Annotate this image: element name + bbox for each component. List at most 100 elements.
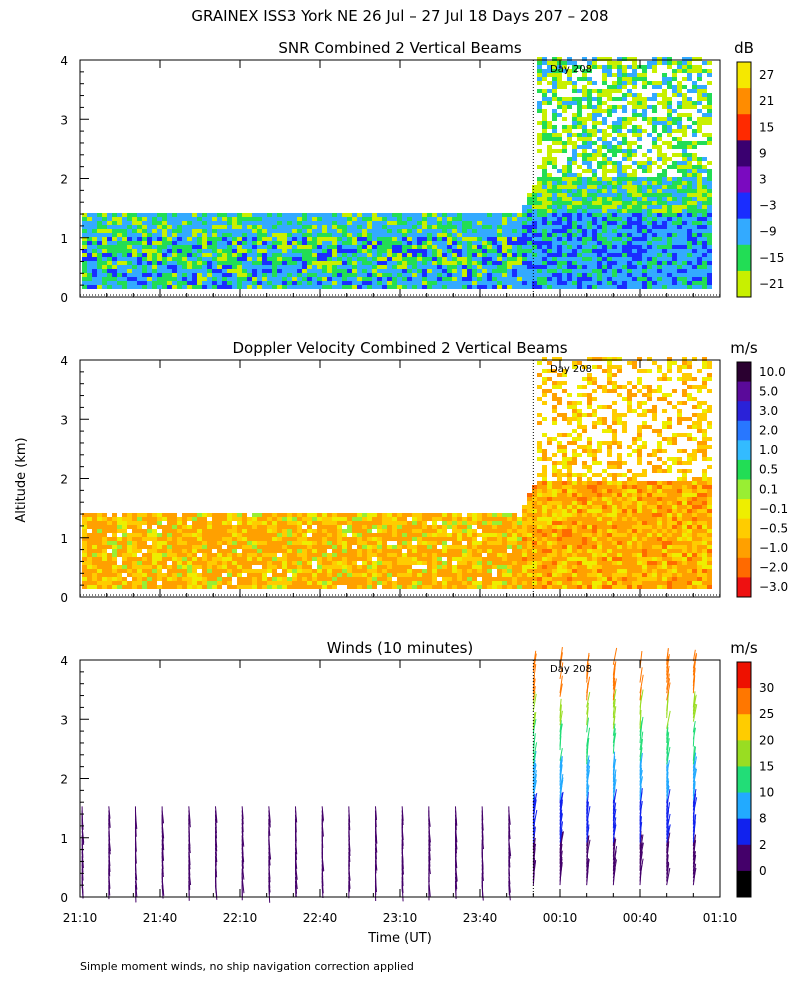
- field-cell: [412, 213, 417, 217]
- field-cell: [577, 89, 582, 93]
- field-cell: [237, 581, 242, 585]
- field-cell: [407, 233, 412, 237]
- field-cell: [542, 285, 547, 289]
- field-cell: [127, 281, 132, 285]
- field-cell: [547, 233, 552, 237]
- field-cell: [242, 265, 247, 269]
- field-cell: [257, 557, 262, 561]
- field-cell: [172, 253, 177, 257]
- field-cell: [112, 281, 117, 285]
- field-cell: [682, 245, 687, 249]
- field-cell: [282, 569, 287, 573]
- field-cell: [407, 281, 412, 285]
- field-cell: [567, 265, 572, 269]
- field-cell: [542, 229, 547, 233]
- field-cell: [597, 149, 602, 153]
- field-cell: [332, 281, 337, 285]
- field-cell: [222, 581, 227, 585]
- field-cell: [347, 537, 352, 541]
- field-cell: [597, 121, 602, 125]
- field-cell: [87, 237, 92, 241]
- field-cell: [567, 233, 572, 237]
- field-cell: [677, 81, 682, 85]
- field-cell: [347, 277, 352, 281]
- field-cell: [102, 285, 107, 289]
- field-cell: [522, 229, 527, 233]
- field-cell: [92, 229, 97, 233]
- field-cell: [152, 529, 157, 533]
- field-cell: [82, 577, 87, 581]
- field-cell: [572, 181, 577, 185]
- field-cell: [82, 513, 87, 517]
- field-cell: [657, 149, 662, 153]
- field-cell: [212, 217, 217, 221]
- field-cell: [427, 253, 432, 257]
- field-cell: [367, 261, 372, 265]
- field-cell: [382, 277, 387, 281]
- field-cell: [127, 513, 132, 517]
- field-cell: [692, 245, 697, 249]
- field-cell: [402, 221, 407, 225]
- field-cell: [307, 245, 312, 249]
- field-cell: [507, 265, 512, 269]
- field-cell: [682, 249, 687, 253]
- field-cell: [567, 217, 572, 221]
- field-cell: [257, 533, 262, 537]
- field-cell: [337, 265, 342, 269]
- field-cell: [262, 537, 267, 541]
- field-cell: [217, 525, 222, 529]
- field-cell: [277, 217, 282, 221]
- field-cell: [457, 553, 462, 557]
- field-cell: [547, 249, 552, 253]
- field-cell: [177, 533, 182, 537]
- field-cell: [532, 249, 537, 253]
- field-cell: [542, 257, 547, 261]
- field-cell: [87, 265, 92, 269]
- field-cell: [562, 213, 567, 217]
- field-cell: [322, 569, 327, 573]
- field-cell: [362, 533, 367, 537]
- field-cell: [407, 213, 412, 217]
- field-cell: [332, 517, 337, 521]
- field-cell: [362, 229, 367, 233]
- field-cell: [372, 585, 377, 589]
- field-cell: [672, 89, 677, 93]
- field-cell: [112, 541, 117, 545]
- field-cell: [647, 281, 652, 285]
- field-cell: [282, 529, 287, 533]
- field-cell: [677, 193, 682, 197]
- field-cell: [427, 577, 432, 581]
- field-cell: [187, 513, 192, 517]
- field-cell: [177, 261, 182, 265]
- field-cell: [182, 549, 187, 553]
- field-cell: [427, 285, 432, 289]
- field-cell: [582, 125, 587, 129]
- field-cell: [507, 273, 512, 277]
- field-cell: [527, 257, 532, 261]
- field-cell: [537, 237, 542, 241]
- field-cell: [537, 265, 542, 269]
- field-cell: [617, 241, 622, 245]
- field-cell: [562, 245, 567, 249]
- field-cell: [157, 257, 162, 261]
- field-cell: [207, 221, 212, 225]
- field-cell: [162, 221, 167, 225]
- field-cell: [542, 181, 547, 185]
- field-cell: [582, 137, 587, 141]
- field-cell: [592, 273, 597, 277]
- field-cell: [617, 237, 622, 241]
- field-cell: [152, 249, 157, 253]
- field-cell: [647, 285, 652, 289]
- field-cell: [327, 533, 332, 537]
- field-cell: [662, 129, 667, 133]
- field-cell: [697, 229, 702, 233]
- field-cell: [382, 281, 387, 285]
- field-cell: [152, 237, 157, 241]
- field-cell: [627, 117, 632, 121]
- field-cell: [117, 265, 122, 269]
- field-cell: [627, 173, 632, 177]
- field-cell: [357, 233, 362, 237]
- field-cell: [707, 285, 712, 289]
- field-cell: [472, 225, 477, 229]
- field-cell: [87, 565, 92, 569]
